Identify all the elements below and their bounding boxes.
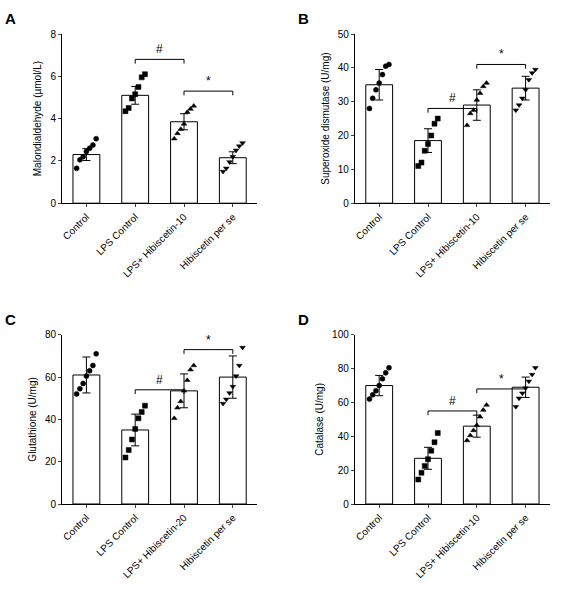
svg-text:LPS Control: LPS Control [387,512,433,558]
svg-text:LPS+ Hibiscetin-10: LPS+ Hibiscetin-10 [121,211,189,279]
svg-text:4: 4 [50,113,56,124]
svg-text:Control: Control [354,512,385,543]
svg-text:50: 50 [338,29,350,40]
svg-text:B: B [298,10,309,27]
svg-text:20: 20 [338,465,350,476]
svg-text:80: 80 [338,363,350,374]
svg-text:D: D [298,311,309,328]
svg-text:Control: Control [61,512,92,543]
svg-text:40: 40 [45,414,57,425]
svg-text:10: 10 [338,164,350,175]
svg-text:0: 0 [50,499,56,510]
svg-text:LPS+ Hibiscetin-10: LPS+ Hibiscetin-10 [414,512,482,580]
svg-text:80: 80 [45,329,57,340]
svg-text:#: # [156,42,163,56]
svg-text:*: * [206,74,211,88]
svg-text:0: 0 [343,499,349,510]
svg-text:LPS Control: LPS Control [387,211,433,257]
svg-text:A: A [5,10,16,27]
svg-text:#: # [156,373,163,387]
svg-text:LPS Control: LPS Control [94,512,140,558]
svg-text:LPS+ Hibiscetin-20: LPS+ Hibiscetin-20 [121,512,189,580]
svg-text:40: 40 [338,62,350,73]
svg-text:6: 6 [50,71,56,82]
svg-text:8: 8 [50,29,56,40]
svg-text:Hibiscetin per se: Hibiscetin per se [178,512,238,572]
svg-text:100: 100 [332,329,349,340]
svg-text:#: # [449,91,456,105]
svg-text:*: * [499,372,504,386]
svg-text:20: 20 [45,456,57,467]
svg-text:Superoxide dismutase (U/mg): Superoxide dismutase (U/mg) [320,52,331,184]
svg-text:*: * [499,47,504,61]
svg-text:0: 0 [50,198,56,209]
svg-text:*: * [206,333,211,347]
svg-text:40: 40 [338,431,350,442]
svg-text:Catalase (U/mg): Catalase (U/mg) [314,383,325,456]
svg-text:Hibiscetin per se: Hibiscetin per se [471,211,531,271]
svg-text:Hibiscetin per se: Hibiscetin per se [471,512,531,572]
svg-text:20: 20 [338,130,350,141]
svg-text:30: 30 [338,96,350,107]
svg-text:60: 60 [45,372,57,383]
svg-text:LPS+ Hibiscetin-10: LPS+ Hibiscetin-10 [414,211,482,279]
svg-text:Hibiscetin per se: Hibiscetin per se [178,211,238,271]
svg-text:Control: Control [61,211,92,242]
svg-text:60: 60 [338,397,350,408]
svg-text:Malondialdehyde (µmol/L): Malondialdehyde (µmol/L) [32,61,43,176]
svg-text:LPS Control: LPS Control [94,211,140,257]
svg-text:2: 2 [50,155,56,166]
svg-text:#: # [449,394,456,408]
svg-text:Glutathione (U/mg): Glutathione (U/mg) [27,377,38,461]
svg-text:0: 0 [343,198,349,209]
svg-text:C: C [5,311,16,328]
svg-text:Control: Control [354,211,385,242]
